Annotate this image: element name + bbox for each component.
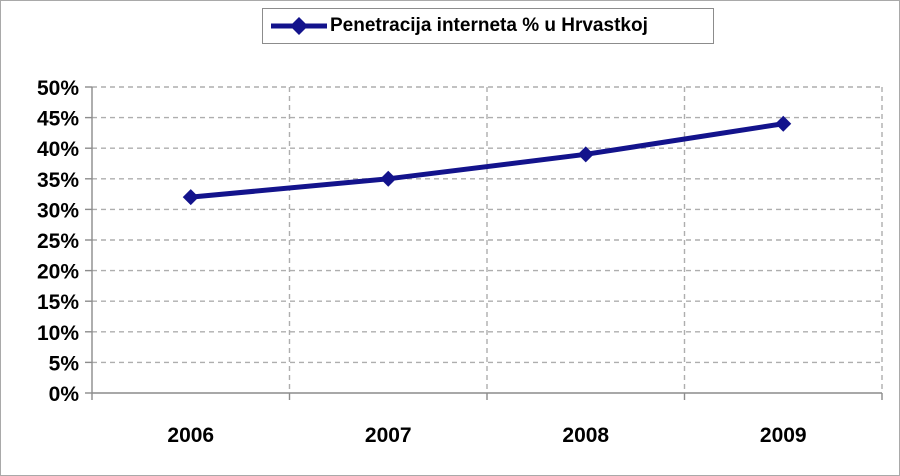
y-tick-label: 45% <box>37 108 79 131</box>
data-point-marker <box>577 146 594 163</box>
y-tick-label: 10% <box>37 322 79 345</box>
y-tick-label: 50% <box>37 77 79 100</box>
y-tick-label: 15% <box>37 291 79 314</box>
data-point-marker <box>380 170 397 187</box>
legend-key-diamond <box>290 17 308 35</box>
y-tick-label: 5% <box>49 352 80 375</box>
y-tick-label: 35% <box>37 169 79 192</box>
legend: Penetracija interneta % u Hrvastkoj <box>262 8 714 44</box>
y-tick-label: 30% <box>37 199 79 222</box>
x-tick-label: 2007 <box>365 424 412 447</box>
x-tick-label: 2009 <box>760 424 807 447</box>
y-tick-label: 25% <box>37 230 79 253</box>
x-tick-label: 2008 <box>562 424 609 447</box>
x-tick-label: 2006 <box>167 424 214 447</box>
data-point-marker <box>775 115 792 132</box>
legend-label: Penetracija interneta % u Hrvastkoj <box>330 15 648 36</box>
y-tick-label: 0% <box>49 383 80 406</box>
data-point-marker <box>182 189 199 206</box>
y-tick-label: 20% <box>37 261 79 284</box>
legend-series-key-icon <box>271 17 327 35</box>
y-tick-label: 40% <box>37 138 79 161</box>
series-line <box>190 121 784 200</box>
